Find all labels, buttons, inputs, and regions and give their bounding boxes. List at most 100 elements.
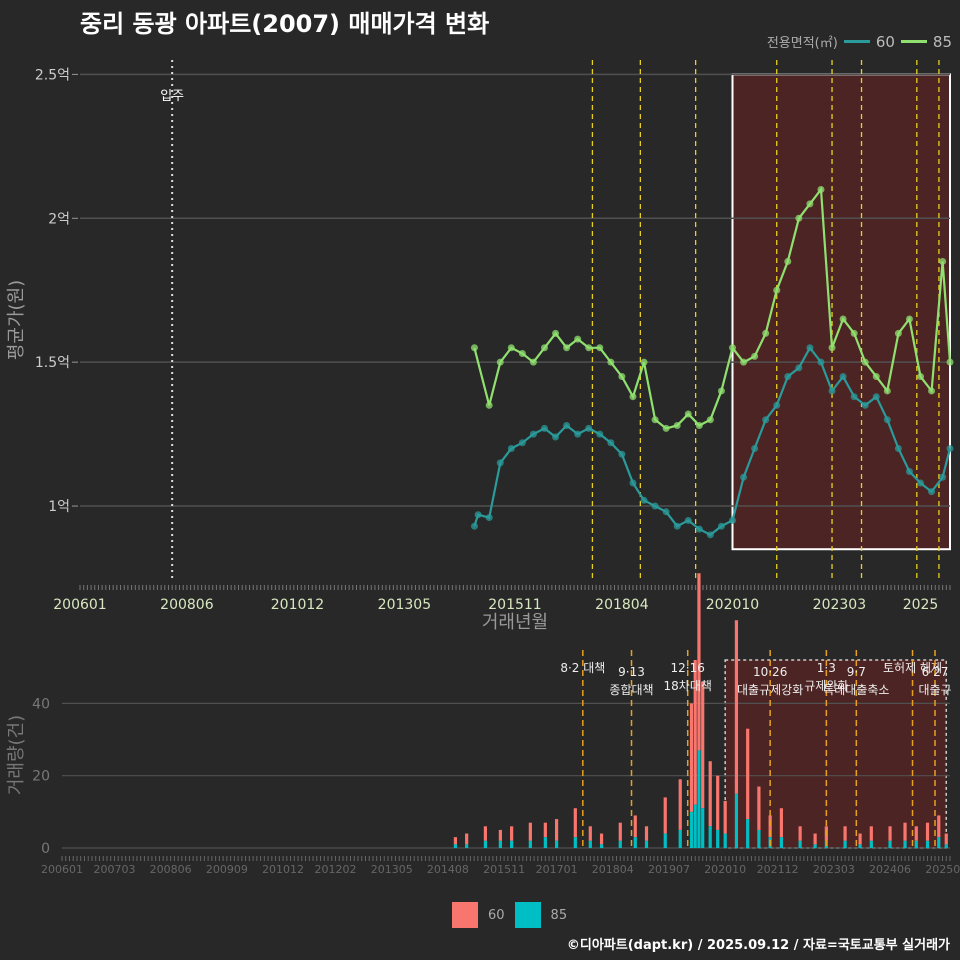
- volume-ytick-label: 20: [32, 769, 50, 785]
- policy-label: 8·2 대책: [560, 660, 605, 675]
- bar-60: [768, 815, 772, 838]
- bar-85: [716, 829, 720, 848]
- price-ytick-label: 1.5억: [35, 355, 70, 371]
- bar-60: [528, 822, 532, 841]
- legend-label-85: 85: [932, 32, 952, 51]
- policy-label: 9·13: [618, 665, 645, 679]
- bar-60: [813, 833, 817, 845]
- policy-label: 9·7: [847, 665, 866, 679]
- bar-60: [588, 826, 592, 841]
- volume-highlight-box: [724, 659, 948, 849]
- bar-85: [914, 840, 918, 848]
- volume-xtick-label: 202112: [757, 863, 799, 876]
- volume-xtick-label: 201907: [648, 863, 690, 876]
- price-xtick-label: 201012: [271, 597, 324, 613]
- volume-xtick-label: 201511: [483, 863, 525, 876]
- bar-85: [925, 840, 930, 848]
- volume-xtick-label: 201408: [427, 863, 469, 876]
- bar-85: [483, 840, 487, 848]
- move-in-label: 입주: [160, 89, 184, 104]
- bar-85: [599, 844, 604, 848]
- volume-xtick-label: 202303: [813, 863, 855, 876]
- bar-85: [697, 750, 701, 848]
- bar-85: [746, 819, 750, 848]
- policy-label: 대출규제강화: [737, 683, 803, 697]
- bar-85: [798, 840, 802, 848]
- volume-xtick-label: 201804: [592, 863, 634, 876]
- volume-xtick-label: 201202: [315, 863, 357, 876]
- policy-label: 6·27: [922, 665, 949, 679]
- bar-60: [697, 573, 701, 751]
- bar-85: [573, 837, 577, 848]
- bar-60: [937, 815, 941, 838]
- price-xtick-label: 201804: [595, 597, 649, 613]
- bar-85: [644, 840, 649, 848]
- bar-85: [757, 829, 761, 848]
- bar-85: [701, 808, 705, 848]
- price-xtick-label: 201305: [378, 597, 431, 613]
- bar-60: [693, 660, 697, 805]
- series-60: [470, 344, 954, 539]
- bar-60: [903, 822, 907, 841]
- bar-60: [779, 808, 783, 838]
- bar-85: [465, 844, 469, 848]
- policy-label: 18차대책: [664, 678, 712, 693]
- price-xtick-label: 202303: [813, 597, 866, 613]
- price-xtick-label: 200806: [160, 597, 214, 613]
- price-xlabel: 거래년월: [482, 612, 548, 633]
- bar-60: [716, 775, 720, 830]
- policy-label: 대출규: [918, 683, 951, 697]
- bar-60: [573, 808, 577, 838]
- volume-xtick-label: 201012: [262, 863, 304, 876]
- policy-label: 10·26: [753, 665, 787, 679]
- bar-85: [813, 844, 817, 848]
- bar-60: [678, 779, 682, 830]
- volume-xtick-label: 202406: [869, 863, 911, 876]
- line-85: [473, 186, 952, 430]
- point-85: [470, 344, 478, 352]
- bar-85: [888, 840, 892, 848]
- bar-60: [858, 833, 862, 845]
- bar-85: [554, 840, 559, 848]
- bar-60: [708, 761, 712, 827]
- bar-60: [757, 786, 761, 830]
- bar-85: [944, 844, 948, 848]
- legend-title: 전용면적(㎡): [766, 36, 838, 51]
- bar-85: [689, 811, 694, 848]
- bar-85: [779, 837, 783, 848]
- bar-85: [528, 840, 532, 848]
- bar-60: [869, 826, 873, 841]
- policy-label: 1·3: [817, 661, 836, 675]
- bar-85: [588, 840, 592, 848]
- bar-60: [498, 829, 502, 841]
- bar-85: [678, 829, 682, 848]
- legend-bar-label-60: 60: [488, 907, 505, 923]
- bar-60: [633, 815, 637, 838]
- bar-60: [798, 826, 802, 841]
- price-ytick-label: 1억: [48, 499, 70, 515]
- bar-85: [869, 840, 873, 848]
- legend-bar-label-85: 85: [550, 907, 568, 923]
- bar-60: [701, 681, 705, 809]
- bar-60: [510, 826, 514, 841]
- legend-label-60: 60: [875, 32, 895, 51]
- bar-60: [599, 833, 604, 845]
- volume-xtick-label: 200703: [93, 863, 135, 876]
- bar-60: [689, 703, 694, 812]
- bar-85: [510, 840, 514, 848]
- volume-ytick-label: 0: [41, 841, 50, 857]
- bar-85: [453, 844, 458, 848]
- bar-85: [543, 837, 547, 848]
- bar-60: [554, 819, 559, 841]
- bar-60: [888, 826, 892, 841]
- bar-85: [663, 833, 667, 848]
- legend-swatch-85: [514, 902, 541, 928]
- legend-swatch-60: [452, 902, 478, 928]
- bar-60: [644, 826, 649, 841]
- volume-xtick-label: 200601: [41, 863, 83, 876]
- bar-85: [734, 793, 739, 848]
- policy-label: 규제완화: [804, 679, 848, 693]
- policy-label: 종합대책: [609, 682, 653, 697]
- bar-60: [465, 833, 469, 845]
